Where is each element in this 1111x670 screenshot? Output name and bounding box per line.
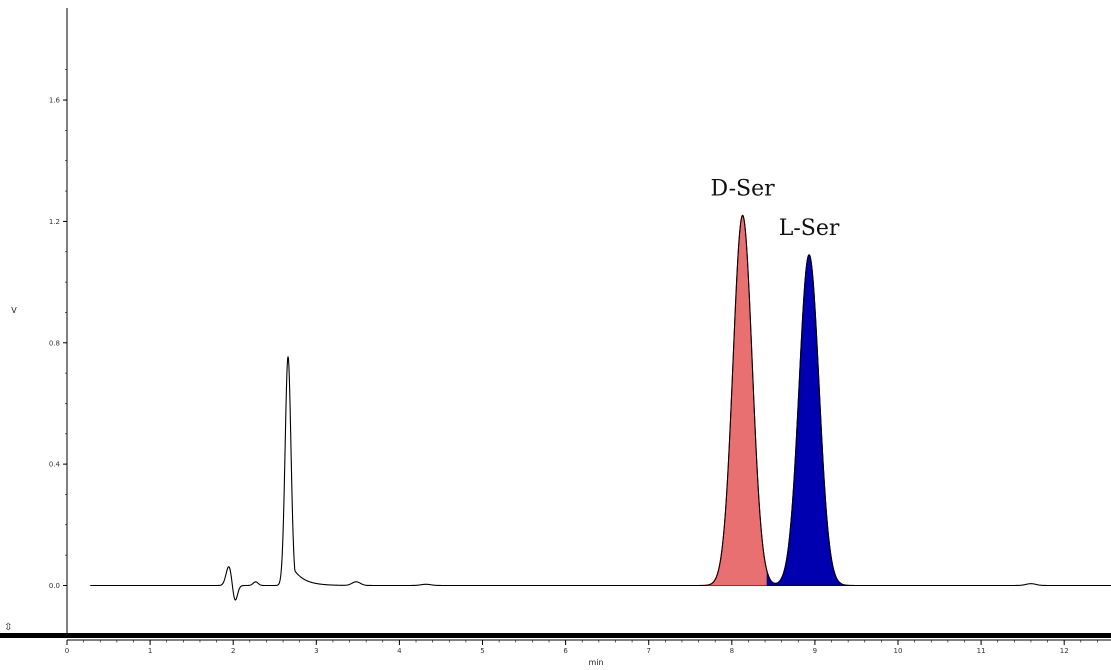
peak-label-l-ser: L-Ser [779,216,840,241]
y-tick-label: 0.0 [49,582,60,590]
peak-area-l-ser [766,254,852,586]
x-tick-label: 6 [563,647,568,655]
x-tick-group: 0 1 2 3 4 5 6 7 8 9 10 11 12 [65,640,1098,655]
x-tick-label: 12 [1060,647,1069,655]
x-tick-label: 8 [730,647,734,655]
x-axis-label: min [588,658,603,667]
x-tick-label: 0 [65,647,69,655]
x-tick-label: 3 [314,647,318,655]
x-tick-label: 10 [894,647,903,655]
y-tick-label: 1.2 [49,218,60,226]
y-tick-label: 1.6 [49,97,61,105]
peak-area-d-ser [701,214,784,586]
y-tick-label: 0.8 [49,339,60,347]
x-tick-label: 2 [231,647,235,655]
y-tick-group: 0.0 0.4 0.8 1.2 1.6 [49,69,67,590]
horizontal-scrollbar[interactable] [0,633,1111,638]
y-axis-label: V [11,306,17,315]
x-tick-label: 1 [148,647,152,655]
y-tick-label: 0.4 [49,461,61,469]
x-tick-label: 9 [813,647,817,655]
x-tick-label: 7 [646,647,650,655]
x-tick-label: 11 [977,647,986,655]
chromatogram-trace [90,214,1111,601]
peak-label-d-ser: D-Ser [711,176,776,201]
x-tick-label: 4 [397,647,402,655]
scroll-split-icon[interactable]: ⇳ [4,622,12,633]
peak-fill-group [701,214,852,586]
x-tick-label: 5 [480,647,484,655]
